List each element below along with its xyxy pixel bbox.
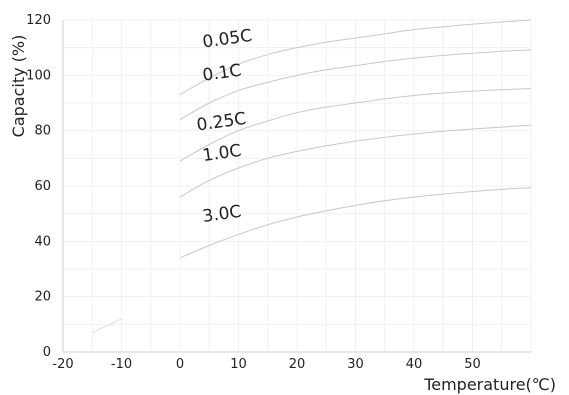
x-tick-label: -10 [111,357,132,372]
x-tick-label: 50 [464,357,481,372]
y-axis-title: Capacity (%) [9,35,28,138]
curves [92,19,532,334]
grid [62,19,532,353]
x-tick-label: 10 [230,357,247,372]
y-tick-label: 40 [34,234,51,249]
series-line-0-05c [179,19,532,96]
x-tick-label: -20 [52,357,73,372]
series-line-1-0c [179,124,532,198]
series-label-0-1c: 0.1C [201,61,242,86]
x-axis-title: Temperature(℃) [423,375,556,394]
series-line-0-25c [179,88,532,162]
y-tick-label: 80 [34,124,51,139]
y-tick-label: 20 [34,290,51,305]
y-tick-label: 0 [43,345,51,360]
x-tick-label: 40 [406,357,423,372]
x-tick-label: 0 [176,357,184,372]
x-tick-label: 20 [289,357,306,372]
y-tick-label: 60 [34,179,51,194]
series-label-0-25c: 0.25C [195,109,247,136]
axes: 0 20 40 60 80 100 120 -20 -10 0 10 20 30 40 50 [26,13,531,372]
y-tick-label: 120 [26,13,51,28]
series-line-0-1c [179,49,532,121]
series-label-1-0c: 1.0C [201,141,242,166]
x-tick-label: 30 [347,357,364,372]
series-line-low-temp-fragment [92,318,122,334]
y-tick-label: 100 [26,68,51,83]
series-label-3-0c: 3.0C [201,202,242,227]
series-line-3-0c [179,187,532,259]
